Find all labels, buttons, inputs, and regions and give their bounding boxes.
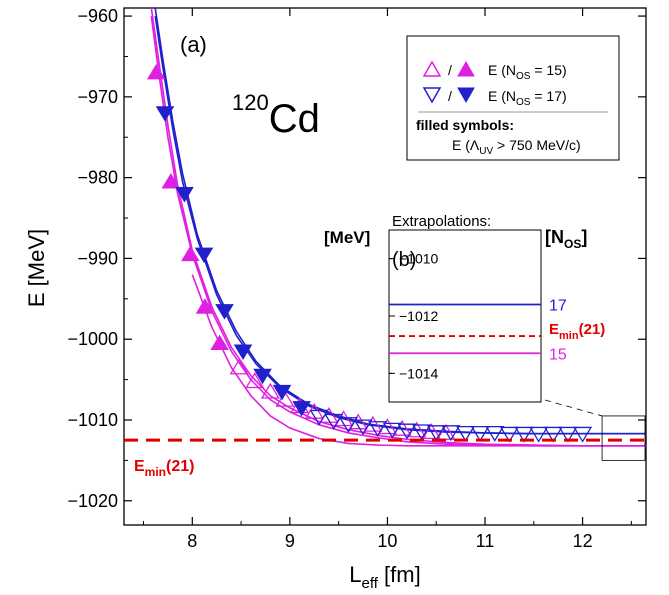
y-tick-label-6: −1020 <box>67 491 118 511</box>
markers-layer <box>146 63 593 443</box>
ticks-layer: 8 9 10 11 12 −960 −970 −980 −990 −1000 −1010 −1020 <box>67 6 646 551</box>
series-1-open-point-10 <box>455 425 476 442</box>
y-tick-label-1: −970 <box>77 87 118 107</box>
inset-left-label: [MeV] <box>324 228 370 247</box>
inset-line-label-0: 17 <box>549 298 567 315</box>
legend-filled-triangle-17 <box>457 87 475 104</box>
x-tick-label-3: 11 <box>476 531 495 551</box>
legend-open-triangle-17 <box>422 87 442 104</box>
series-1-filled-point-1 <box>175 186 194 203</box>
series-1-filled-point-5 <box>253 368 272 385</box>
legend-open-triangle-15 <box>422 60 442 77</box>
series-1-open-point-7 <box>412 424 432 441</box>
series-1-open-point-17 <box>558 426 578 443</box>
series-0-open-point-2 <box>260 382 280 399</box>
series-0-open-point-13 <box>421 423 441 440</box>
series-1-open-point-14 <box>514 426 534 443</box>
series-1-open-point-9 <box>441 425 461 442</box>
inset-y-tick-label-2: −1014 <box>399 365 439 381</box>
x-tick-label-1: 9 <box>285 531 295 551</box>
emin-layer: Emin(21) <box>124 438 646 479</box>
plot-frame <box>123 7 647 526</box>
series-1-open-point-11 <box>470 425 490 442</box>
series-1-open-point-12 <box>485 425 505 442</box>
inset-line-label-2: 15 <box>549 346 567 363</box>
series-1-open-point-4 <box>368 421 388 438</box>
series-0-filled-point-0 <box>146 63 166 80</box>
nucleus-label: 120Cd <box>232 90 320 141</box>
series-1-filled-point-0 <box>155 106 175 122</box>
x-axis-label: Leff [fm] <box>349 562 420 592</box>
legend-filled-triangle-15 <box>457 60 475 77</box>
panel-label-a: (a) <box>180 32 207 57</box>
series-1-open-point-18 <box>573 426 593 443</box>
y-tick-label-2: −980 <box>77 168 118 188</box>
series-0-open-point-3 <box>275 390 295 407</box>
legend-label-15: E (NOS = 15) <box>488 62 567 82</box>
series-0-curve-2 <box>191 274 646 447</box>
series-0-filled-point-4 <box>210 334 229 351</box>
series-1-open-point-16 <box>543 426 563 443</box>
series-1-open-point-1 <box>324 413 344 430</box>
series-1-filled-point-4 <box>233 344 253 360</box>
x-tick-label-4: 12 <box>573 531 593 551</box>
inset-label-b: (b) <box>392 249 416 271</box>
zoom-box <box>601 415 646 461</box>
inset-right-label: [NOS] <box>545 227 587 251</box>
series-0-filled-point-3 <box>195 298 215 314</box>
y-tick-label-0: −960 <box>77 6 118 26</box>
legend-box <box>406 35 620 161</box>
y-tick-label-5: −1010 <box>67 410 118 430</box>
series-1-open-point-2 <box>338 417 358 433</box>
series-1-filled-point-6 <box>272 384 292 401</box>
series-1-open-point-13 <box>499 426 519 443</box>
x-tick-label-0: 8 <box>187 531 197 551</box>
legend-slash-2: / <box>448 88 452 104</box>
series-1-open-point-8 <box>426 425 446 442</box>
series-1-filled-point-3 <box>215 304 234 320</box>
series-0-open-point-0 <box>229 358 249 375</box>
series-0-curve-0 <box>150 15 646 447</box>
series-1-filled-point-7 <box>292 401 311 417</box>
series-1-open-point-3 <box>353 419 373 436</box>
legend-filled-description: E (ΛUV > 750 MeV/c) <box>452 137 581 157</box>
series-1-open-point-0 <box>309 409 329 426</box>
series-1-open-point-6 <box>397 423 417 440</box>
y-tick-label-4: −1000 <box>67 329 118 349</box>
series-0-open-point-1 <box>245 372 265 389</box>
x-tick-label-2: 10 <box>377 531 397 551</box>
y-tick-label-3: −990 <box>77 248 118 268</box>
series-1-open-point-15 <box>529 426 549 443</box>
series-0-filled-point-2 <box>181 245 200 262</box>
emin-label: Emin(21) <box>134 458 194 479</box>
series-0-open-point-5 <box>304 402 324 419</box>
inset: −1010 −1012 −1014 17 Emin(21) 15 Extrapolatio… <box>324 213 605 403</box>
inset-emin-label: Emin(21) <box>549 321 605 342</box>
legend-filled-title: filled symbols: <box>416 117 514 133</box>
inset-y-tick-label-0: −1010 <box>399 251 439 267</box>
legend: / E (NOS = 15) / E (NOS = 17) filled sym… <box>406 35 620 161</box>
inset-y-tick-label-1: −1012 <box>399 308 439 324</box>
zoom-connector <box>544 399 603 417</box>
inset-title: Extrapolations: <box>392 213 491 230</box>
legend-slash-1: / <box>448 62 452 78</box>
series-1-curve-1 <box>154 7 646 435</box>
series-1-open-point-5 <box>382 422 402 439</box>
inset-content: −1010 −1012 −1014 17 Emin(21) 15 <box>389 251 605 381</box>
series-0-filled-point-1 <box>161 173 181 189</box>
legend-label-17: E (NOS = 17) <box>488 88 567 108</box>
y-axis-label: E [MeV] <box>24 229 49 307</box>
series-1-filled-point-2 <box>194 247 214 264</box>
inset-frame <box>388 229 542 403</box>
